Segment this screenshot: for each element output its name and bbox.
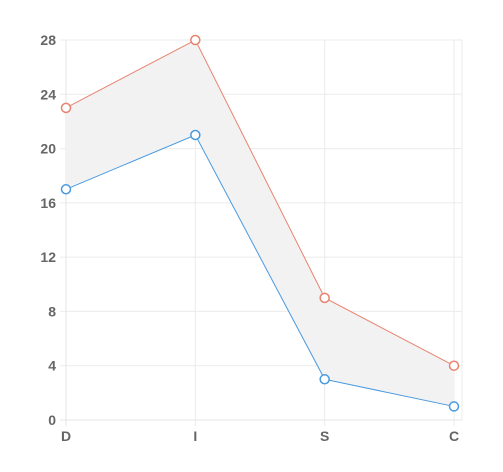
data-point-s1-3 xyxy=(448,401,460,412)
range-band xyxy=(66,40,454,407)
series-line-0 xyxy=(65,39,455,367)
data-point-s1-1 xyxy=(190,129,201,141)
y-tick-labels: 0 4 8 12 16 20 24 28 xyxy=(40,32,56,428)
data-point-s1-2 xyxy=(319,374,330,385)
y-tick-label: 24 xyxy=(40,86,56,102)
x-tick-label: D xyxy=(61,428,71,444)
data-point-s1-0 xyxy=(60,184,72,195)
y-tick-label: 8 xyxy=(48,303,56,319)
x-tick-label: C xyxy=(449,428,459,444)
y-tick-label: 0 xyxy=(48,412,56,428)
series-lines xyxy=(65,39,455,407)
y-tick-label: 16 xyxy=(40,195,56,211)
range-band-area xyxy=(66,40,454,407)
data-point-s0-2 xyxy=(319,292,330,304)
series-line-1 xyxy=(65,134,455,407)
y-tick-label: 20 xyxy=(40,141,56,157)
series-points xyxy=(60,34,460,412)
y-tick-label: 28 xyxy=(40,32,56,48)
data-point-s0-3 xyxy=(448,360,460,371)
y-tick-label: 4 xyxy=(48,358,56,374)
data-point-s0-0 xyxy=(60,102,72,114)
x-tick-label: S xyxy=(320,428,329,444)
y-tick-label: 12 xyxy=(40,249,56,265)
x-tick-label: I xyxy=(193,428,197,444)
data-point-s0-1 xyxy=(190,34,201,46)
